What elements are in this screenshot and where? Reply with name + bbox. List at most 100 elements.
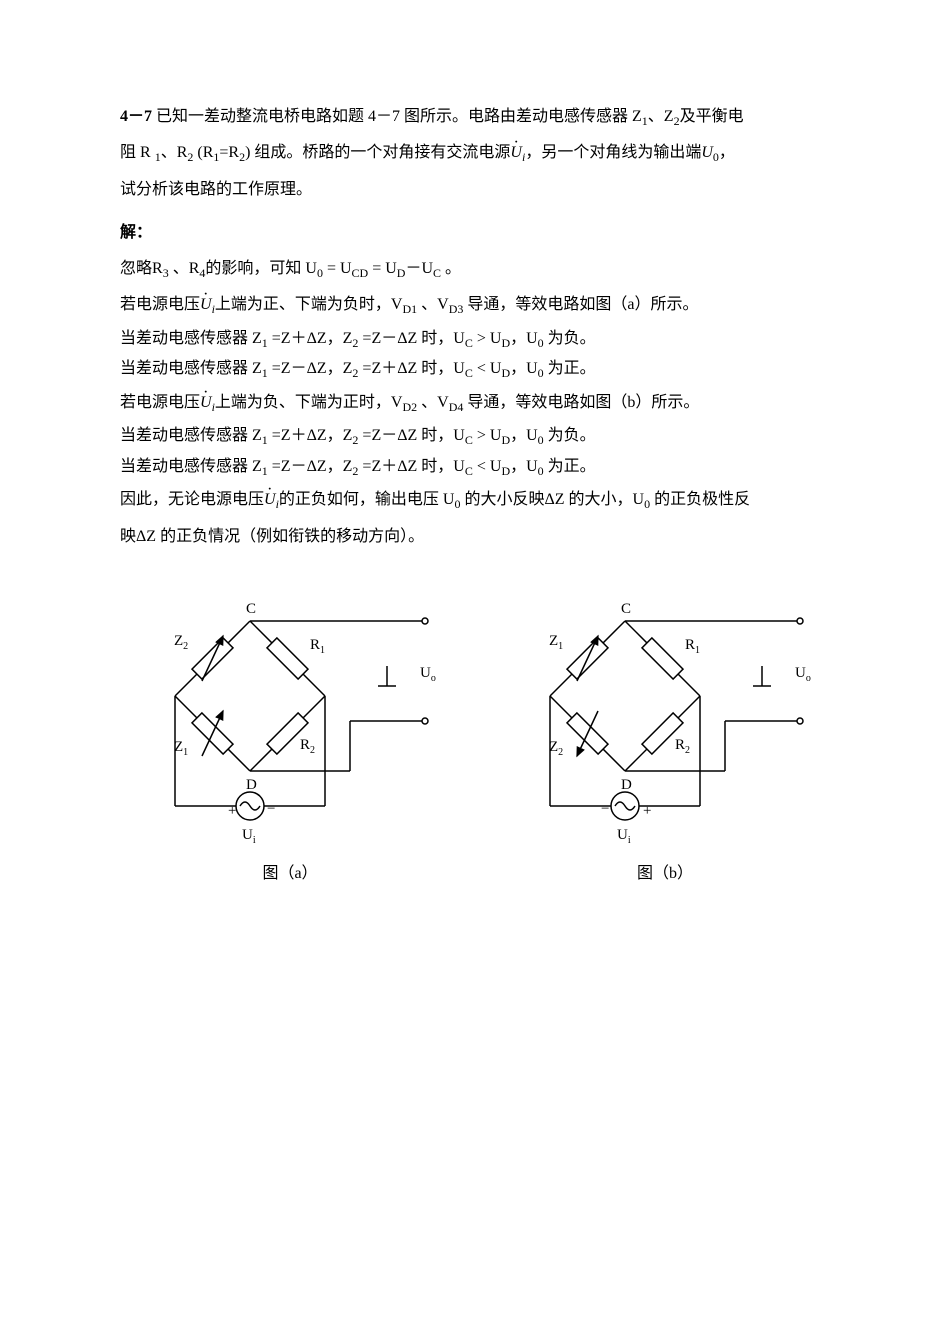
l8b: 的正负如何，输出电压 U [279, 491, 455, 508]
sol-line-1: 忽略R3 、R4的影响，可知 U0 = UCD = UD－UC 。 [120, 252, 835, 286]
l8d: 的正负极性反 [650, 491, 750, 508]
figures-row: C D Z2 Z1 R1 R2 Uo + − Ui 图（a） [120, 591, 835, 891]
l2vd3: D3 [449, 303, 464, 317]
figB-C-label: C [621, 601, 631, 617]
l5vd4: D4 [449, 400, 464, 414]
question-number: 4－7 [120, 108, 152, 125]
l4f: 为正。 [544, 360, 596, 377]
l6D: D [501, 433, 510, 447]
qtext-9: ，另一个对角线为输出端 [525, 144, 701, 161]
sol-line-5: 若电源电压Ui上端为负、下端为正时，VD2 、VD4 导通，等效电路如图（b）所… [120, 386, 835, 420]
l1cd: CD [352, 266, 369, 280]
qtext-4: 阻 R [120, 144, 155, 161]
l4b: =Z－ΔZ，Z [268, 360, 353, 377]
l1d: = U [323, 260, 352, 277]
sol-line-9: 映ΔZ 的正负情况（例如衔铁的移动方向）。 [120, 520, 835, 554]
l3D: D [501, 336, 510, 350]
figB-plus: + [643, 803, 651, 819]
l6C: C [465, 433, 473, 447]
figA-D-label: D [246, 777, 257, 793]
figB-minus: − [601, 801, 609, 817]
l3b: =Z＋ΔZ，Z [268, 330, 353, 347]
qtext-10: ， [719, 144, 735, 161]
figA-Uo-label: Uo [420, 665, 436, 684]
figA-minus: − [267, 801, 275, 817]
Ui-sym-1: U [510, 136, 522, 170]
figB-R2-label: R2 [675, 737, 690, 756]
figA-Z2-label: Z2 [174, 633, 188, 652]
qtext-6: (R [193, 144, 213, 161]
l7e: ，U [510, 458, 538, 475]
l4e: ，U [510, 360, 538, 377]
l2b: 上端为正、下端为负时，V [215, 296, 403, 313]
l4c: =Z＋ΔZ 时，U [358, 360, 464, 377]
l3d: > U [473, 330, 502, 347]
sol-line-6: 当差动电感传感器 Z1 =Z＋ΔZ，Z2 =Z－ΔZ 时，UC > UD，U0 … [120, 422, 835, 451]
figure-a-caption: 图（a） [120, 857, 460, 891]
l7d: < U [473, 458, 502, 475]
l7C: C [465, 464, 473, 478]
Uo-sym: U [701, 144, 713, 161]
l7f: 为正。 [544, 458, 596, 475]
sol-line-4: 当差动电感传感器 Z1 =Z－ΔZ，Z2 =Z＋ΔZ 时，UC < UD，U0 … [120, 355, 835, 384]
qtext-5: 、R [161, 144, 188, 161]
l1b: 、R [169, 260, 200, 277]
figA-Z1-label: Z1 [174, 739, 188, 758]
figure-b-caption: 图（b） [495, 857, 835, 891]
figB-Z2-label: Z2 [549, 739, 563, 758]
l3f: 为负。 [544, 330, 596, 347]
l8c: 的大小反映ΔZ 的大小，U [460, 491, 644, 508]
figure-b-col: C D Z1 Z2 R1 R2 Uo − + Ui 图（b） [495, 591, 835, 891]
figB-D-label: D [621, 777, 632, 793]
l2d: 导通，等效电路如图（a）所示。 [463, 296, 698, 313]
l2U: U [200, 288, 212, 322]
figA-R2-label: R2 [300, 737, 315, 756]
figure-a-col: C D Z2 Z1 R1 R2 Uo + − Ui 图（a） [120, 591, 460, 891]
l2vd1: D1 [402, 303, 417, 317]
l3C: C [465, 336, 473, 350]
qtext-3: 及平衡电 [680, 108, 744, 125]
l6f: 为负。 [544, 427, 596, 444]
l1g: 。 [441, 260, 461, 277]
l7a: 当差动电感传感器 Z [120, 458, 262, 475]
l6a: 当差动电感传感器 Z [120, 427, 262, 444]
l7c: =Z＋ΔZ 时，U [358, 458, 464, 475]
qtext-8: ) 组成。桥路的一个对角接有交流电源 [245, 144, 510, 161]
figure-a-svg: C D Z2 Z1 R1 R2 Uo + − Ui [120, 591, 460, 851]
l4C: C [465, 366, 473, 380]
question-line-2: 阻 R 1、R2 (R1=R2) 组成。桥路的一个对角接有交流电源Ui，另一个对… [120, 136, 835, 170]
l6e: ，U [510, 427, 538, 444]
page: 4－7 已知一差动整流电桥电路如题 4－7 图所示。电路由差动电感传感器 Z1、… [0, 0, 945, 951]
l4a: 当差动电感传感器 Z [120, 360, 262, 377]
l4D: D [501, 366, 510, 380]
l7b: =Z－ΔZ，Z [268, 458, 353, 475]
l6d: > U [473, 427, 502, 444]
figA-Ui-label: Ui [242, 827, 256, 846]
l5b: 上端为负、下端为正时，V [215, 394, 403, 411]
sol-line-7: 当差动电感传感器 Z1 =Z－ΔZ，Z2 =Z＋ΔZ 时，UC < UD，U0 … [120, 453, 835, 482]
l1a: 忽略R [120, 260, 163, 277]
l1f: －U [405, 260, 433, 277]
l2c: 、V [417, 296, 449, 313]
l5vd2: D2 [402, 400, 417, 414]
qtext-1: 已知一差动整流电桥电路如题 4－7 图所示。电路由差动电感传感器 Z [156, 108, 642, 125]
sol-line-8: 因此，无论电源电压Ui的正负如何，输出电压 U0 的大小反映ΔZ 的大小，U0 … [120, 483, 835, 517]
figB-Uo-label: Uo [795, 665, 811, 684]
l5c: 、V [417, 394, 449, 411]
l5d: 导通，等效电路如图（b）所示。 [463, 394, 699, 411]
l3a: 当差动电感传感器 Z [120, 330, 262, 347]
figA-R1-label: R1 [310, 637, 325, 656]
l4d: < U [473, 360, 502, 377]
figB-Z1-label: Z1 [549, 633, 563, 652]
l5a: 若电源电压 [120, 394, 200, 411]
l6b: =Z＋ΔZ，Z [268, 427, 353, 444]
l1e: = U [368, 260, 397, 277]
l8U: U [264, 483, 276, 517]
solution-heading: 解： [120, 216, 835, 250]
sol-line-2: 若电源电压Ui上端为正、下端为负时，VD1 、VD3 导通，等效电路如图（a）所… [120, 288, 835, 322]
l3c: =Z－ΔZ 时，U [358, 330, 464, 347]
question-line-1: 4－7 已知一差动整流电桥电路如题 4－7 图所示。电路由差动电感传感器 Z1、… [120, 100, 835, 134]
l1c: 的影响，可知 U [205, 260, 317, 277]
l5U: U [200, 386, 212, 420]
sol-line-3: 当差动电感传感器 Z1 =Z＋ΔZ，Z2 =Z－ΔZ 时，UC > UD，U0 … [120, 325, 835, 354]
